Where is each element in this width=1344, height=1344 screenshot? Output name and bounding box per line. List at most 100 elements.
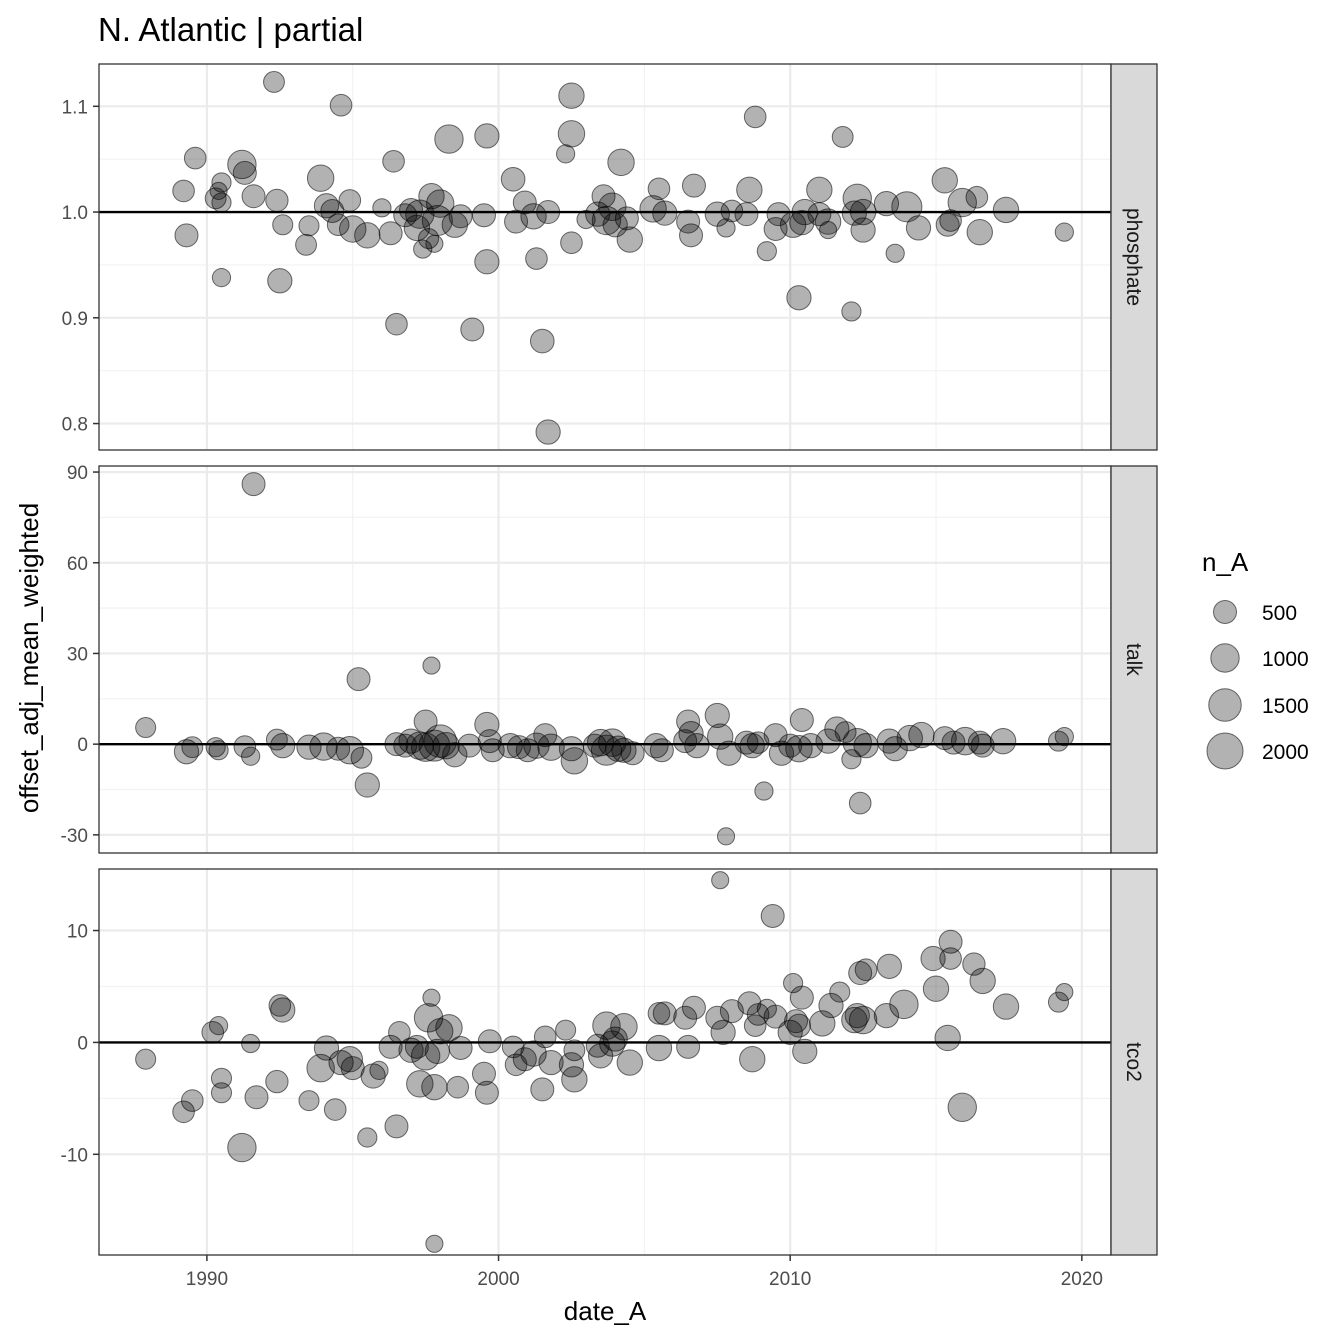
x-axis-ticks: 1990 2000 2010 2020: [186, 1255, 1103, 1290]
data-point: [306, 1053, 335, 1083]
data-point: [931, 167, 958, 194]
data-point: [172, 179, 195, 203]
data-point: [241, 184, 266, 209]
data-point: [992, 993, 1020, 1020]
legend-key-circle: [1206, 732, 1244, 770]
data-point: [934, 1024, 961, 1052]
data-point: [806, 176, 833, 204]
data-point: [676, 1034, 701, 1059]
data-point: [873, 1002, 900, 1029]
data-point: [844, 1002, 870, 1029]
data-point: [645, 1034, 673, 1062]
data-point: [350, 746, 373, 769]
data-point: [306, 164, 335, 192]
data-point: [418, 227, 440, 250]
data-point: [989, 727, 1017, 755]
data-point: [647, 177, 671, 201]
data-point: [1054, 222, 1074, 242]
data-point: [520, 1040, 547, 1067]
data-point: [853, 733, 879, 759]
data-point: [614, 206, 639, 231]
data-point: [181, 1089, 204, 1112]
data-point: [707, 723, 734, 750]
legend-label: 1000: [1262, 648, 1309, 671]
data-point: [684, 733, 710, 759]
y-tick-label: 90: [67, 463, 88, 484]
y-tick-label: 30: [67, 644, 88, 665]
legend-item: 500: [1213, 600, 1297, 625]
data-point: [557, 120, 586, 148]
data-point: [413, 239, 433, 259]
data-point: [241, 746, 261, 766]
data-point: [425, 1234, 444, 1253]
data-point: [474, 249, 500, 275]
data-point: [533, 1025, 557, 1049]
y-axis-title: offset_adj_mean_weighted: [14, 503, 44, 813]
data-point: [296, 734, 322, 760]
data-point: [854, 958, 878, 982]
data-point: [841, 301, 862, 322]
data-point: [378, 221, 403, 246]
data-point: [339, 215, 367, 243]
legend-key-circle: [1208, 688, 1242, 722]
data-point: [338, 189, 362, 212]
data-point: [272, 214, 294, 236]
data-point: [876, 953, 902, 979]
legend-item: 1500: [1208, 688, 1309, 722]
legend-item: 2000: [1206, 732, 1309, 770]
data-point: [681, 173, 706, 198]
data-point: [560, 747, 589, 775]
y-tick-label: 1.0: [62, 203, 88, 224]
data-point: [477, 729, 502, 754]
data-point: [616, 226, 643, 253]
data-point: [418, 729, 451, 762]
data-point: [965, 185, 989, 209]
data-point: [555, 1019, 577, 1041]
data-point: [298, 215, 320, 237]
data-point: [446, 1075, 470, 1099]
data-point: [610, 1013, 638, 1041]
data-point: [966, 218, 993, 246]
data-point: [905, 215, 932, 241]
data-point: [818, 992, 844, 1019]
data-point: [263, 71, 285, 93]
data-point: [512, 1047, 537, 1072]
data-point: [471, 1061, 496, 1086]
data-point: [743, 1014, 767, 1037]
data-point: [920, 945, 946, 972]
data-point: [208, 740, 229, 761]
y-tick-label: 60: [67, 554, 88, 575]
y-tick-label: -30: [61, 826, 88, 847]
data-point: [181, 736, 204, 759]
x-tick-label: 2000: [477, 1269, 519, 1290]
data-point: [922, 975, 950, 1002]
data-point: [210, 1067, 233, 1089]
data-point: [425, 234, 444, 253]
data-point: [969, 967, 996, 995]
data-point: [842, 727, 872, 758]
data-point: [268, 994, 292, 1017]
y-tick-label: 1.1: [62, 97, 88, 118]
data-point: [705, 1005, 730, 1030]
legend-key-circle: [1213, 600, 1237, 624]
data-point: [474, 1080, 499, 1105]
data-point: [460, 317, 485, 342]
data-point: [673, 1005, 698, 1030]
data-point: [746, 731, 770, 754]
data-point: [710, 1019, 736, 1045]
data-point: [298, 1090, 320, 1112]
data-point: [270, 997, 296, 1023]
data-point: [848, 791, 872, 815]
data-point: [746, 1003, 770, 1026]
data-point: [947, 1092, 977, 1123]
y-tick-label: 0.8: [62, 415, 88, 436]
data-point: [737, 991, 762, 1016]
data-point: [1055, 983, 1074, 1002]
data-point: [850, 217, 876, 243]
data-point: [739, 1046, 766, 1073]
data-point: [992, 196, 1020, 224]
data-point: [183, 146, 207, 170]
data-point: [679, 223, 704, 248]
data-point: [970, 733, 995, 758]
data-point: [378, 1034, 403, 1059]
